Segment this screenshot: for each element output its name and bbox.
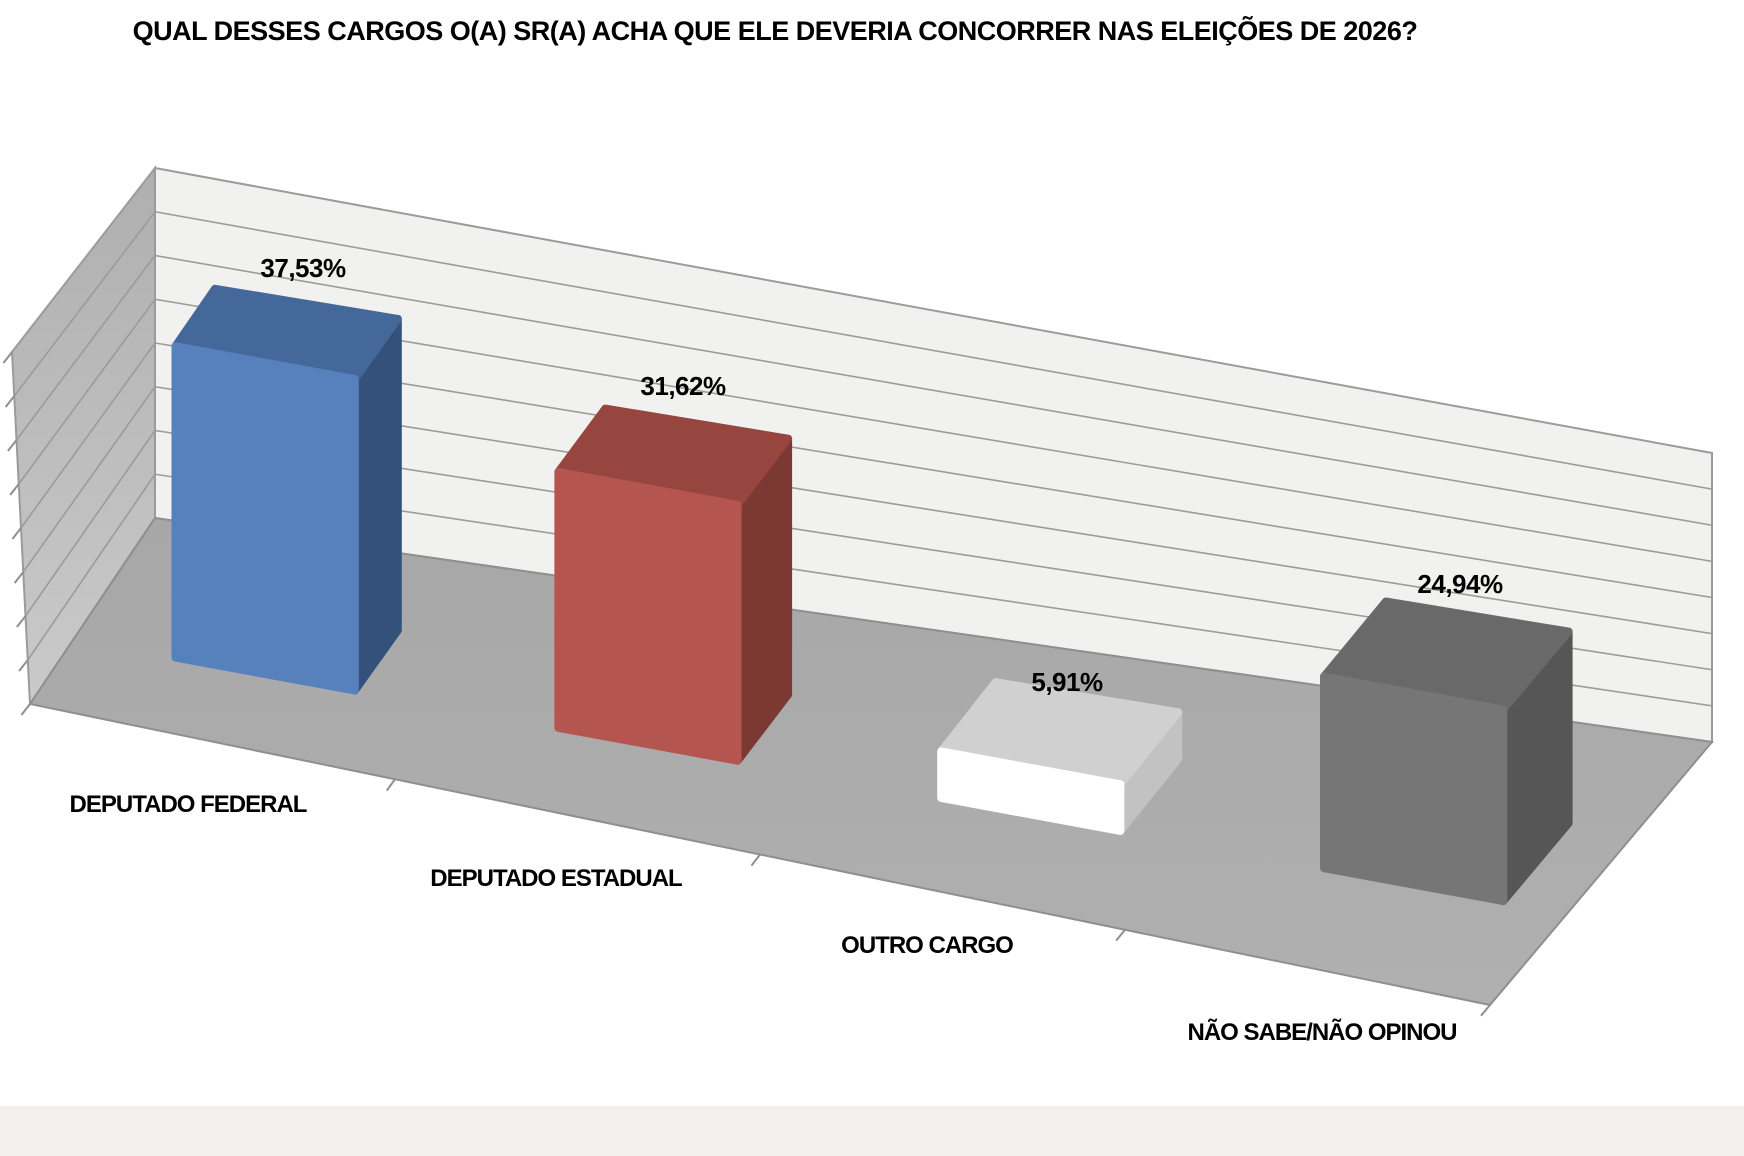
back-wall-gridline	[154, 385, 1713, 635]
category-label-deputado-estadual: DEPUTADO ESTADUAL	[430, 865, 682, 892]
value-axis-tick	[16, 615, 27, 628]
value-axis-tick	[7, 439, 18, 452]
bar-deputado-estadual-front-face	[554, 467, 742, 765]
back-wall-gridline	[154, 210, 1713, 490]
back-wall-gridline	[154, 298, 1713, 563]
value-axis-tick	[11, 527, 22, 540]
category-axis-tick	[1115, 929, 1126, 942]
left-wall-gridline	[15, 255, 156, 441]
value-axis-tick	[18, 659, 29, 672]
value-axis-tick	[2, 351, 13, 364]
bar-outro-cargo-front-face	[937, 747, 1125, 835]
category-label-deputado-federal: DEPUTADO FEDERAL	[70, 791, 307, 818]
value-label-deputado-federal: 37,53%	[260, 253, 346, 283]
value-axis-tick	[20, 703, 31, 716]
value-label-n-o-sabe-n-o-opinou: 24,94%	[1417, 569, 1503, 599]
bottom-margin-band	[0, 1106, 1744, 1156]
category-axis-tick	[385, 778, 396, 792]
chart-title: QUAL DESSES CARGOS O(A) SR(A) ACHA QUE E…	[132, 16, 1418, 46]
bar-deputado-federal-front-face	[171, 342, 359, 695]
category-axis-tick	[1480, 1004, 1491, 1017]
left-wall-gridline	[22, 386, 156, 573]
back-wall-gridline	[154, 342, 1713, 599]
left-wall-gridline	[20, 342, 156, 529]
value-axis-tick	[13, 571, 25, 584]
left-wall-gridline	[27, 473, 156, 661]
value-axis-tick	[4, 395, 16, 408]
category-label-outro-cargo: OUTRO CARGO	[841, 932, 1013, 959]
category-axis-tick	[750, 853, 761, 867]
left-wall-gridline	[24, 430, 156, 617]
bar-n-o-sabe-n-o-opinou-front-face	[1320, 672, 1508, 906]
left-wall-gridline	[13, 211, 156, 397]
plot-area-3d: 37,53% 31,62% 5,91% 24,94% DEPUTADO FEDERAL D…	[2, 165, 1714, 1046]
value-label-deputado-estadual: 31,62%	[640, 371, 726, 401]
value-axis-tick	[9, 483, 20, 496]
back-wall-gridline	[154, 254, 1713, 527]
left-wall-gridline	[18, 298, 156, 485]
category-label-n-o-sabe-n-o-opinou: NÃO SABE/NÃO OPINOU	[1187, 1018, 1456, 1046]
value-label-outro-cargo: 5,91%	[1031, 667, 1103, 697]
